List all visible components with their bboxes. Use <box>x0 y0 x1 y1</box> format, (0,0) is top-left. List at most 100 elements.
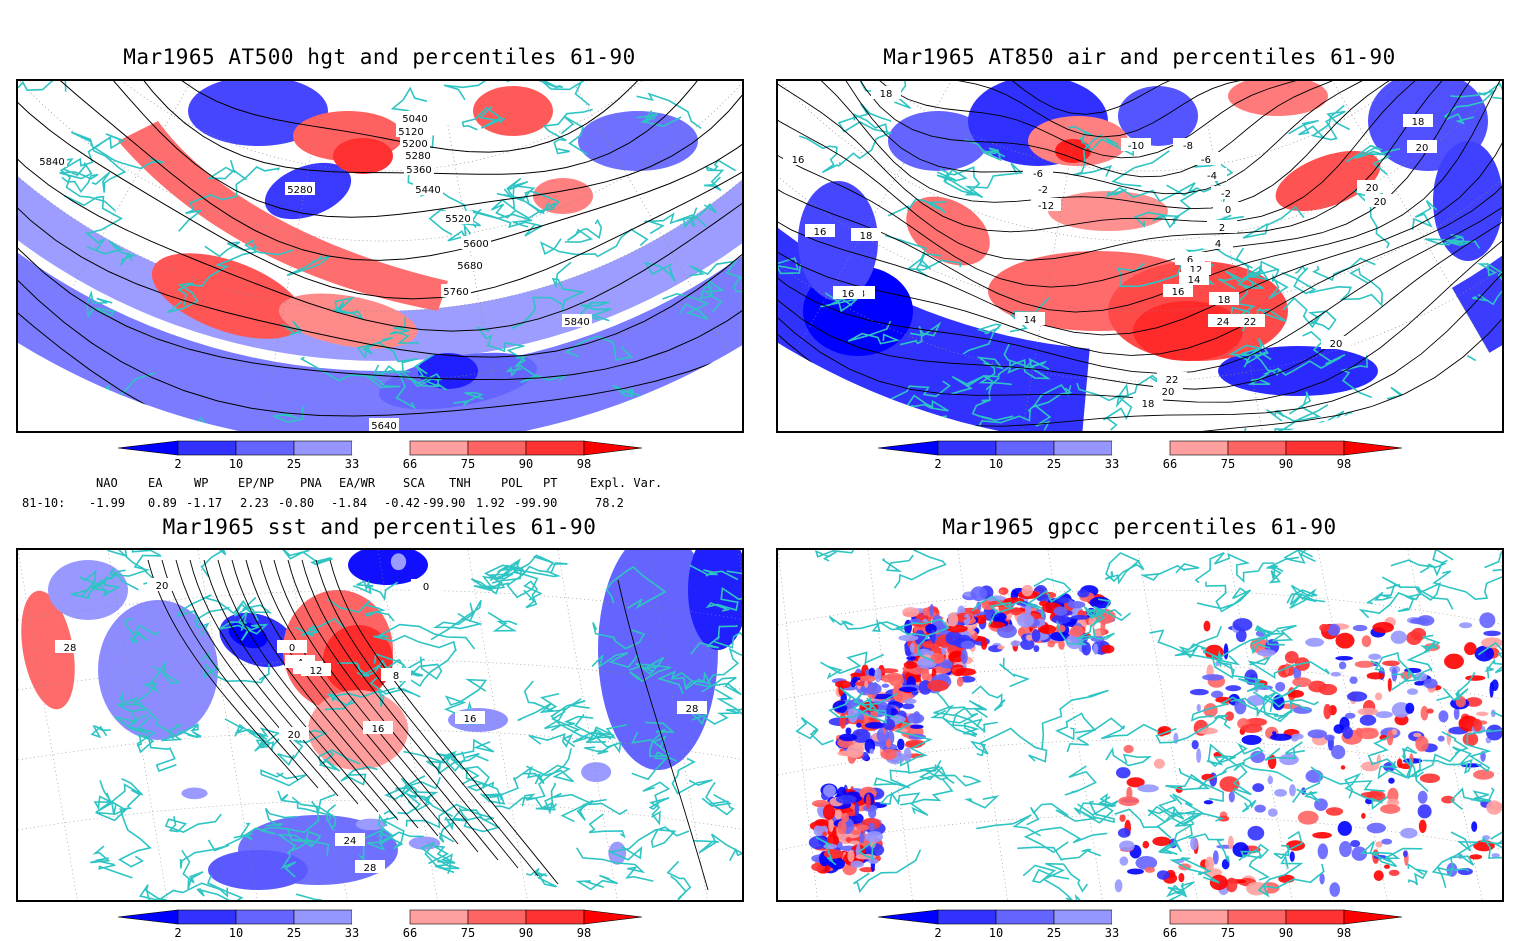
border-line <box>1425 233 1481 249</box>
border-line <box>1273 830 1303 860</box>
border-line <box>1188 833 1230 863</box>
contour-label-bg <box>1403 114 1433 127</box>
border-line <box>528 733 576 748</box>
contour-label: 20 <box>156 581 169 592</box>
precip-anomaly-cell <box>1250 750 1266 763</box>
panel-title-air850: Mar1965 AT850 air and percentiles 61-90 <box>883 45 1396 69</box>
border-line <box>1391 668 1418 691</box>
contour-line <box>18 81 742 300</box>
border-line <box>1406 634 1441 672</box>
map-gpcc <box>776 548 1504 902</box>
contour-line <box>834 81 1371 138</box>
border-line <box>95 789 142 822</box>
precip-anomaly-cell <box>834 809 843 820</box>
contour-label-bg <box>1023 166 1053 179</box>
border-line <box>413 354 448 391</box>
precip-anomaly-cell <box>1384 864 1390 869</box>
border-line <box>505 364 567 384</box>
anomaly-region <box>473 86 553 136</box>
precip-anomaly-cell <box>1360 791 1382 798</box>
border-line <box>332 296 365 321</box>
precip-anomaly-cell <box>881 674 895 683</box>
border-line <box>441 738 495 762</box>
border-line <box>1288 119 1324 138</box>
border-line <box>1076 382 1130 402</box>
contour-label-bg <box>277 640 307 653</box>
border-line <box>1262 695 1319 723</box>
precip-anomaly-cell <box>839 733 858 742</box>
precip-anomaly-cell <box>1317 843 1328 860</box>
contour-label: 18 <box>860 231 873 242</box>
contour-line <box>203 559 379 813</box>
border-line <box>1484 551 1502 569</box>
colorbar-segment <box>1169 909 1229 925</box>
border-line <box>1358 587 1454 619</box>
contour-line <box>778 81 1496 261</box>
precip-anomaly-cell <box>1323 703 1332 720</box>
colorbar-tick-label: 33 <box>1105 457 1119 471</box>
anomaly-region <box>581 762 612 782</box>
precip-anomaly-cell <box>841 812 849 823</box>
contour-label-bg <box>1191 152 1221 165</box>
border-line <box>1257 854 1325 898</box>
border-line <box>116 692 175 741</box>
border-line <box>276 830 322 878</box>
precip-anomaly-cell <box>1357 727 1379 740</box>
precip-anomaly-cell <box>1115 767 1131 779</box>
precip-anomaly-cell <box>1126 777 1145 788</box>
border-line <box>971 685 1006 712</box>
contour-label-bg <box>1175 252 1205 265</box>
contour-line <box>315 559 539 877</box>
border-line <box>1436 672 1476 702</box>
precip-anomaly-cell <box>1100 620 1106 636</box>
precip-anomaly-cell <box>1347 691 1368 702</box>
precip-anomaly-cell <box>1471 821 1478 832</box>
contour-line <box>778 81 1502 356</box>
precip-anomaly-cell <box>1335 632 1355 649</box>
contour-line <box>815 81 1396 159</box>
border-line <box>900 764 954 806</box>
contour-line <box>18 81 742 332</box>
precip-anomaly-cell <box>922 607 930 616</box>
precip-anomaly-cell <box>1387 787 1399 803</box>
index-header-sca: SCA <box>403 476 425 490</box>
precip-anomaly-cell <box>1228 791 1235 803</box>
border-line <box>1401 746 1421 780</box>
anomaly-region <box>1118 86 1198 146</box>
contour-label: 8 <box>393 671 399 682</box>
border-line <box>495 797 558 811</box>
precip-anomaly-cell <box>905 649 912 657</box>
border-line <box>629 663 672 683</box>
precip-anomaly-cell <box>1241 734 1262 745</box>
precip-anomaly-cell <box>885 738 891 749</box>
contour-label-bg <box>1365 194 1395 207</box>
border-line <box>90 725 111 739</box>
border-line <box>1017 846 1102 861</box>
precip-anomaly-cell <box>1284 663 1290 676</box>
colorbar-tick-label: 2 <box>934 926 941 940</box>
border-line <box>1266 556 1299 584</box>
border-line <box>181 849 204 890</box>
contour-label: 0 <box>423 582 429 593</box>
border-line <box>373 623 476 652</box>
colorbar-arrow-high <box>583 909 643 925</box>
border-line <box>1165 881 1195 900</box>
border-line <box>899 321 942 346</box>
border-line <box>138 882 229 900</box>
index-value-epnp: 2.23 <box>240 496 269 510</box>
contour-label-bg <box>147 578 177 591</box>
border-line <box>1281 264 1317 295</box>
precip-anomaly-cell <box>1486 800 1502 815</box>
precip-anomaly-cell <box>1054 624 1066 633</box>
border-line <box>971 375 1014 422</box>
border-line <box>1366 576 1402 605</box>
contour-label: 20 <box>1366 183 1379 194</box>
precip-anomaly-cell <box>980 638 988 650</box>
border-line <box>828 687 899 719</box>
contour-label-bg <box>441 284 471 297</box>
precip-anomaly-cell <box>1247 825 1265 841</box>
precip-anomaly-cell <box>1196 704 1201 712</box>
colorbar-arrow-high <box>1343 440 1403 456</box>
border-line <box>118 807 152 868</box>
precip-anomaly-cell <box>897 738 905 751</box>
